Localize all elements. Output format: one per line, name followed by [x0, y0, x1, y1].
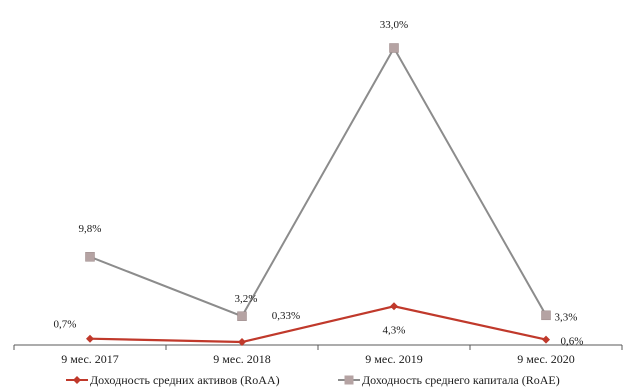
roae-data-label: 9,8% — [79, 223, 102, 235]
roaa-point — [390, 302, 398, 311]
roaa-point — [542, 335, 550, 344]
roae-data-label: 3,3% — [555, 311, 578, 323]
series-line-roae — [89, 45, 547, 318]
roaa-point — [238, 338, 246, 347]
legend-roae-marker — [344, 375, 354, 385]
roae-point — [389, 43, 399, 53]
x-tick-label: 9 мес. 2018 — [213, 352, 271, 366]
roaa-data-label: 0,33% — [272, 310, 300, 322]
roae-data-label: 3,2% — [235, 293, 258, 305]
roae-point — [85, 252, 95, 262]
x-tick-label: 9 мес. 2019 — [365, 352, 423, 366]
series-line-roaa — [89, 305, 547, 344]
roaa-data-label: 0,6% — [561, 336, 584, 348]
roae-point — [237, 311, 247, 321]
legend-roaa-label: Доходность средних активов (RoAA) — [90, 373, 280, 387]
roaa-data-label: 0,7% — [54, 319, 77, 331]
roaa-point — [86, 334, 94, 343]
legend-roaa-marker — [73, 376, 81, 384]
x-tick-label: 9 мес. 2017 — [61, 352, 119, 366]
roae-point — [541, 310, 551, 321]
x-tick-label: 9 мес. 2020 — [517, 352, 575, 366]
legend-roae-label: Доходность среднего капитала (RoAE) — [362, 373, 560, 387]
roae-data-label: 33,0% — [380, 19, 408, 31]
roaa-data-label: 4,3% — [383, 324, 406, 336]
